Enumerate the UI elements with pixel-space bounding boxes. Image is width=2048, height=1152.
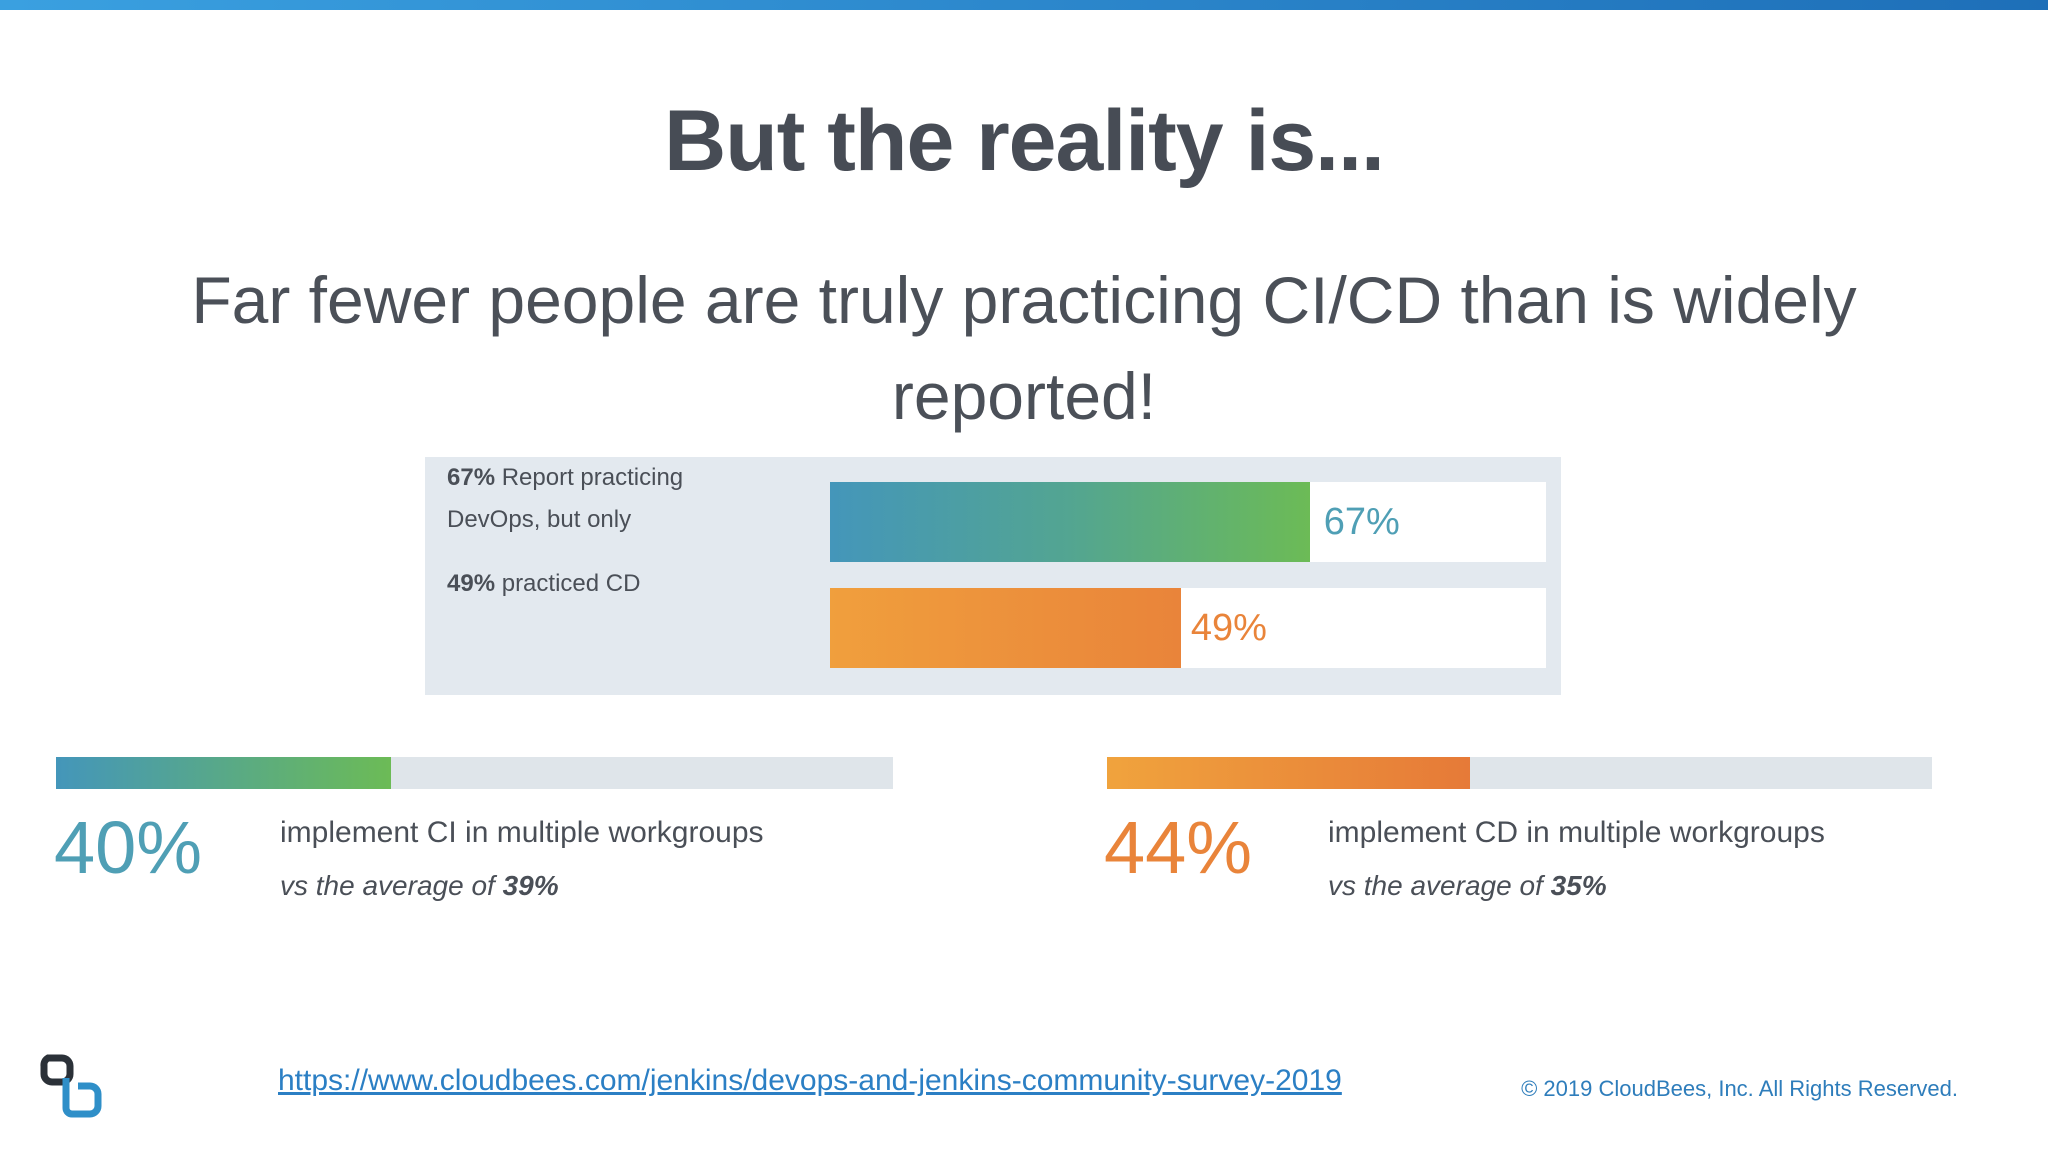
ci-percentage: 40% [54,806,203,889]
devops-row-text-a: Report practicing [495,464,684,491]
slide-title: But the reality is... [664,93,1385,189]
cd-progress-track [1107,757,1932,789]
cd-bar-track: 49% [830,588,1546,668]
devops-row-label: 67% Report practicing DevOps, but only [447,457,807,541]
cd-bar [830,588,1181,668]
cd-row-text: practiced CD [495,570,641,597]
cd-description: implement CD in multiple workgroups [1328,816,1825,849]
cd-percentage: 44% [1104,806,1253,889]
ci-average-note: vs the average of 39% [280,868,559,904]
top-accent-bar [0,0,2048,10]
devops-row-text-b: DevOps, but only [447,506,632,533]
cd-row-bold: 49% [447,570,496,597]
cd-bar-value: 49% [1190,607,1267,649]
ci-progress-track [56,757,893,789]
cd-average-prefix: vs the average of [1328,870,1551,901]
copyright-text: © 2019 CloudBees, Inc. All Rights Reserv… [1521,1076,1958,1101]
ci-average-value: 39% [502,870,559,901]
cd-average-value: 35% [1550,870,1607,901]
ci-description: implement CI in multiple workgroups [280,816,764,849]
cd-average-note: vs the average of 35% [1328,868,1607,904]
ci-average-prefix: vs the average of [280,870,503,901]
survey-link[interactable]: https://www.cloudbees.com/jenkins/devops… [278,1064,1342,1097]
comparison-panel: 67% Report practicing DevOps, but only 6… [425,457,1561,695]
cd-progress-fill [1107,757,1470,789]
cd-row-label: 49% practiced CD [447,563,807,605]
slide-subtitle: Far fewer people are truly practicing CI… [191,263,1857,433]
devops-row-bold: 67% [447,464,496,491]
devops-bar-track: 67% [830,482,1546,562]
devops-bar [830,482,1310,562]
cloudbees-logo-icon [40,1054,102,1118]
ci-progress-fill [56,757,391,789]
devops-bar-value: 67% [1323,501,1400,543]
